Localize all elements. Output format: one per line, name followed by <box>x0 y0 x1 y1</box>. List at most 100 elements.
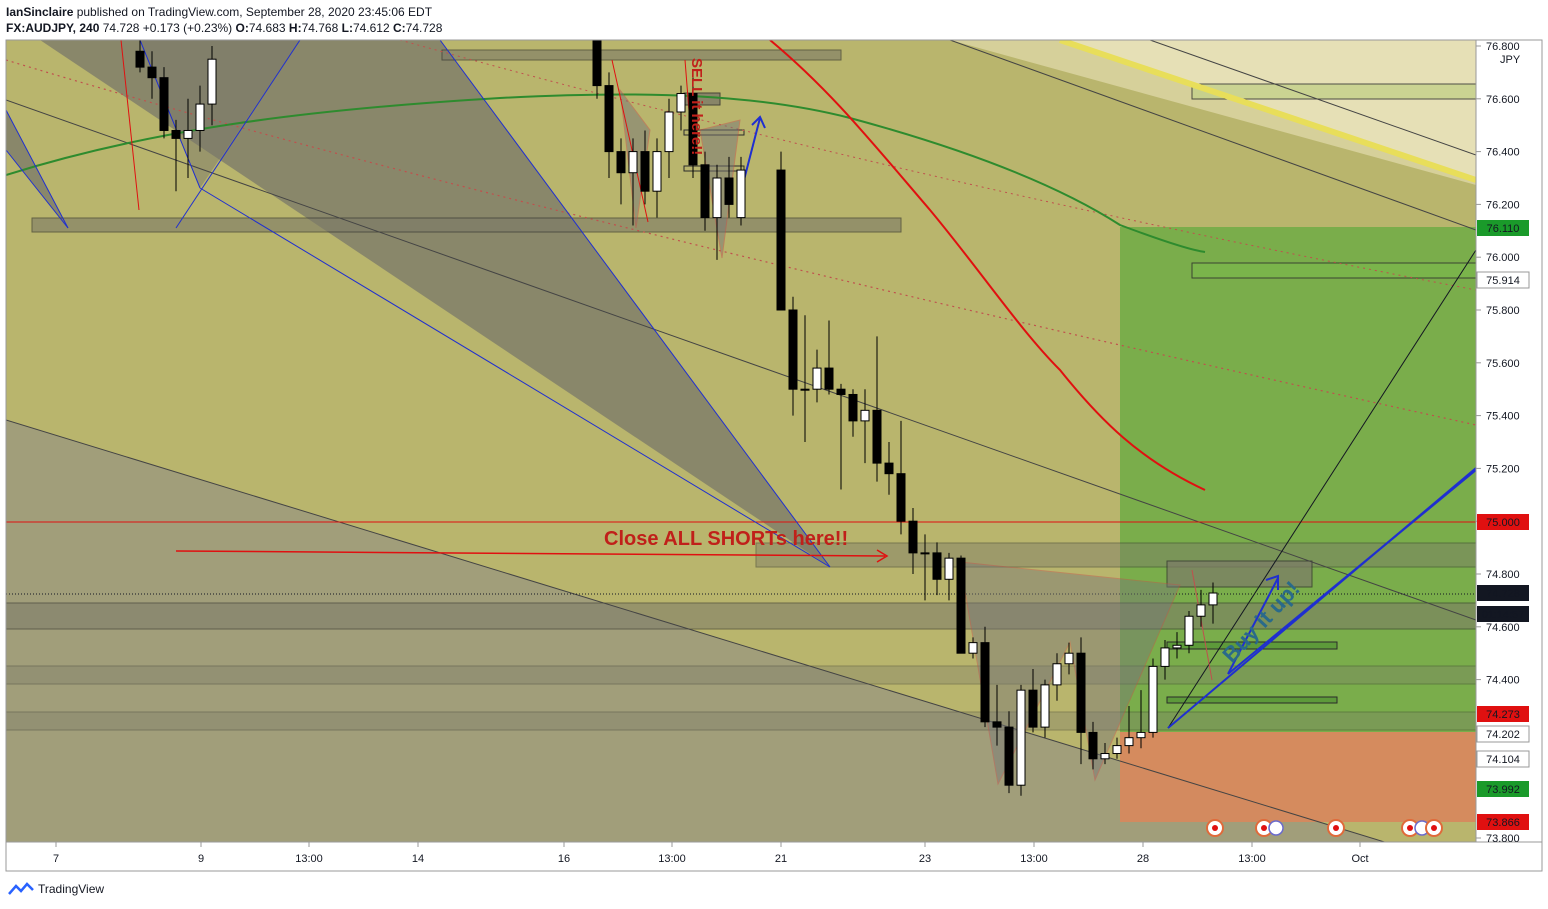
ohlc-legend: FX:AUDJPY, 240 74.728 +0.173 (+0.23%) O:… <box>6 21 443 35</box>
target-box <box>1191 262 1476 279</box>
symbol-label[interactable]: FX:AUDJPY, 240 <box>6 21 100 35</box>
plot-area: Close ALL SHORTs here!! Buy it up! SELL … <box>6 40 1476 842</box>
annotation-arrow <box>743 117 761 181</box>
event-marker-dot <box>1333 825 1339 831</box>
price-label: 74.104 <box>1486 754 1520 766</box>
resistance-band <box>441 49 842 61</box>
moving-average-red <box>769 40 1206 491</box>
price-label-box <box>1477 706 1529 722</box>
price-label: 75.914 <box>1486 275 1520 287</box>
long-stop-zone <box>1120 732 1476 822</box>
time-tick-label: 7 <box>53 853 59 865</box>
channel-line <box>1149 40 1476 156</box>
price-tick-label: 75.600 <box>1486 358 1520 370</box>
price-tick-label: 74.600 <box>1486 622 1520 634</box>
candle-bullish <box>1112 745 1122 755</box>
moving-average-green <box>6 93 1206 253</box>
candle-bullish <box>628 151 638 174</box>
dotted-trend-line <box>6 59 1476 426</box>
price-label: 73.866 <box>1486 817 1520 829</box>
candle-bullish <box>920 552 930 555</box>
publish-info: published on TradingView.com, September … <box>73 5 433 19</box>
high-value: 74.768 <box>301 21 339 35</box>
candle-bearish <box>700 164 710 219</box>
candle-bearish <box>640 151 650 192</box>
time-tick-label: 13:00 <box>658 853 686 865</box>
resistance-band <box>755 542 1476 568</box>
price-tick-label: 76.000 <box>1486 252 1520 264</box>
channel-line <box>949 40 1476 231</box>
annotation-arrow <box>611 59 649 223</box>
projection-line <box>1167 249 1476 729</box>
candle-bearish <box>932 552 942 580</box>
candle-bullish <box>1052 663 1062 686</box>
price-label: 76.110 <box>1487 223 1520 235</box>
candle-bearish <box>956 557 966 654</box>
long-target-zone <box>1120 227 1476 732</box>
price-label: 74.202 <box>1486 729 1520 741</box>
candle-bullish <box>1124 737 1134 747</box>
pattern-line <box>139 40 201 189</box>
pattern-line <box>439 40 831 568</box>
price-tick-label: 76.400 <box>1486 147 1520 159</box>
author-name[interactable]: IanSinclaire <box>6 5 74 19</box>
candle-bearish <box>616 151 626 174</box>
entry-box <box>1166 696 1338 704</box>
event-marker-dot <box>1407 825 1413 831</box>
price-axis-ticks: 76.800 76.600 76.400 76.200 76.000 75.800 75.6… <box>1476 41 1520 845</box>
chart-header: IanSinclaire published on TradingView.co… <box>6 4 442 36</box>
candle-bearish <box>884 462 894 475</box>
price-tick-label: 74.800 <box>1486 569 1520 581</box>
price-tick-label: 75.200 <box>1486 463 1520 475</box>
annotation-arrow <box>175 550 886 557</box>
price-label-box <box>1477 220 1529 236</box>
currency-label: JPY <box>1500 54 1521 66</box>
time-tick-label: 16 <box>558 853 570 865</box>
candle-bearish <box>836 388 846 395</box>
candle-bearish <box>980 642 990 723</box>
candle-bullish <box>860 409 870 422</box>
price-label: 74.273 <box>1486 709 1520 721</box>
candle-bullish <box>968 642 978 654</box>
candle-bullish <box>1064 652 1074 665</box>
close-value: 74.728 <box>405 21 443 35</box>
candle-bearish <box>1076 652 1086 733</box>
candle-bullish <box>664 111 674 153</box>
low-value: 74.612 <box>352 21 390 35</box>
time-axis[interactable] <box>5 841 1543 872</box>
price-tick-label: 75.400 <box>1486 411 1520 423</box>
candle-bullish <box>800 388 810 391</box>
price-tick-label: 76.200 <box>1486 199 1520 211</box>
candle-bullish <box>1016 689 1026 786</box>
entry-box <box>1166 560 1313 588</box>
pattern-line <box>6 109 69 229</box>
candle-bullish <box>1208 592 1218 606</box>
time-tick-label: Oct <box>1351 853 1368 865</box>
event-marker[interactable] <box>1268 820 1284 836</box>
support-band <box>6 711 1476 731</box>
pattern-triangle <box>40 40 830 567</box>
candle-bullish <box>195 103 205 131</box>
target-box <box>1191 83 1476 100</box>
candle-bullish <box>1100 753 1110 760</box>
annotation-arrow-head <box>1265 574 1279 590</box>
annotation-arrow <box>1191 569 1213 681</box>
annotation-arrow <box>120 40 140 211</box>
candle-bearish <box>992 721 1002 728</box>
candle-bullish <box>1160 647 1170 667</box>
time-tick-label: 13:00 <box>295 853 323 865</box>
candle-bearish <box>592 40 602 87</box>
candle-bullish <box>712 177 722 219</box>
entry-box <box>1166 641 1338 650</box>
footer-brand[interactable]: TradingView <box>8 882 104 896</box>
price-axis-labels: 76.110 75.914 75.000 74.728 01:14:57 74.273 74… <box>1476 220 1530 830</box>
event-markers[interactable] <box>1206 819 1443 837</box>
event-marker-dot <box>1261 825 1267 831</box>
price-label-box <box>1477 514 1529 530</box>
support-band <box>6 665 1476 685</box>
tradingview-logo-icon <box>8 882 34 895</box>
price-label-box <box>1477 585 1529 601</box>
channel-line <box>6 99 1476 621</box>
candle-bearish <box>604 85 614 153</box>
